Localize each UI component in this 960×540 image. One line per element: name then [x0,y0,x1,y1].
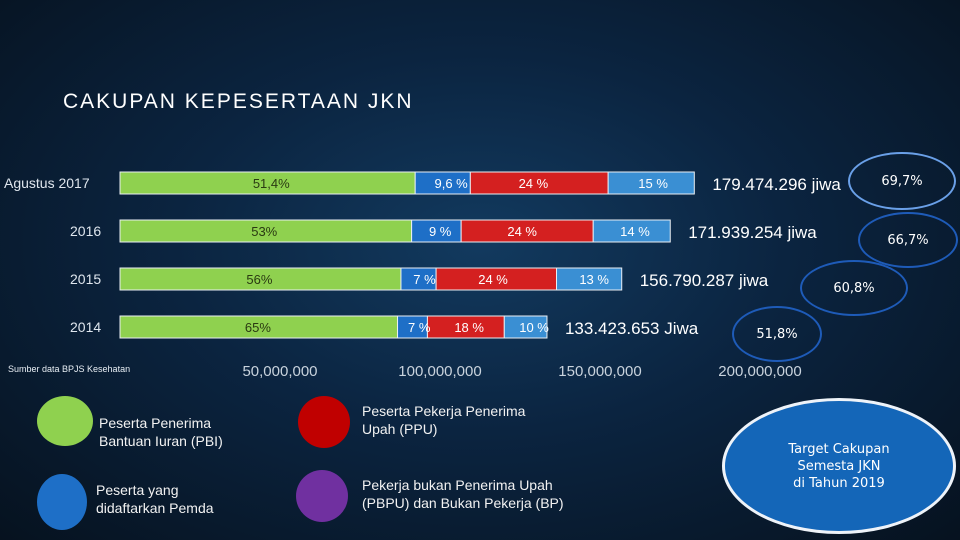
bar-pbpu-2016 [592,219,671,243]
category-label-2017: Agustus 2017 [4,175,90,191]
legend-label-pbpu: Pekerja bukan Penerima Upah (PBPU) dan B… [362,477,564,511]
data-label-ppu-2014: 18 % [454,320,484,335]
x-tick-label-3: 200,000,000 [718,363,801,380]
coverage-circle-2016: 66,7% [858,212,958,268]
bar-pbpu-2015 [556,267,623,291]
data-label-ppu-2016: 24 % [507,224,537,239]
x-tick-label-0: 50,000,000 [242,363,317,380]
legend-label-pemda: Peserta yang didaftarkan Pemda [96,482,214,516]
x-tick-label-2: 150,000,000 [558,363,641,380]
coverage-bar-chart: Agustus 2017 51,4% 9,6 % 24 % 15 % 179.474.29… [4,171,841,380]
x-tick-label-1: 100,000,000 [398,363,481,380]
data-label-pbpu-2015: 13 % [579,272,609,287]
legend-dot-pbi [37,396,93,446]
data-label-pemda-2017: 9,6 % [434,176,468,191]
data-label-pemda-2014: 7 % [408,320,431,335]
category-label-2016: 2016 [70,223,101,239]
total-label-2015: 156.790.287 jiwa [640,271,769,290]
coverage-circle-2014: 51,8% [732,306,822,362]
legend-label-ppu: Peserta Pekerja Penerima Upah (PPU) [362,403,526,437]
data-label-pbpu-2017: 15 % [638,176,668,191]
page-title: CAKUPAN KEPESERTAAN JKN [63,90,414,113]
source-note: Sumber data BPJS Kesehatan [8,364,131,374]
total-label-2014: 133.423.653 Jiwa [565,319,699,338]
data-label-pemda-2016: 9 % [429,224,452,239]
legend-dot-pbpu [296,470,348,522]
total-label-2017: 179.474.296 jiwa [712,175,841,194]
data-label-pbpu-2016: 14 % [620,224,650,239]
data-label-pbi-2017: 51,4% [253,176,290,191]
legend-dot-ppu [298,396,350,448]
coverage-circle-2015: 60,8% [800,260,908,316]
target-circle: Target Cakupan Semesta JKN di Tahun 2019 [722,398,956,534]
data-label-ppu-2017: 24 % [519,176,549,191]
bar-pbpu-2017 [607,171,695,195]
data-label-ppu-2015: 24 % [478,272,508,287]
category-label-2015: 2015 [70,271,101,287]
data-label-pbpu-2014: 10 % [519,320,549,335]
total-label-2016: 171.939.254 jiwa [688,223,817,242]
coverage-circle-2017: 69,7% [848,152,956,210]
legend-dot-pemda [37,474,87,530]
data-label-pbi-2016: 53% [251,224,277,239]
data-label-pemda-2015: 7 % [413,272,436,287]
legend-label-pbi: Peserta Penerima Bantuan Iuran (PBI) [99,415,223,449]
category-label-2014: 2014 [70,319,101,335]
data-label-pbi-2014: 65% [245,320,271,335]
bar-pbpu-2014 [503,315,548,339]
data-label-pbi-2015: 56% [246,272,272,287]
target-text: Target Cakupan Semesta JKN di Tahun 2019 [788,441,890,491]
